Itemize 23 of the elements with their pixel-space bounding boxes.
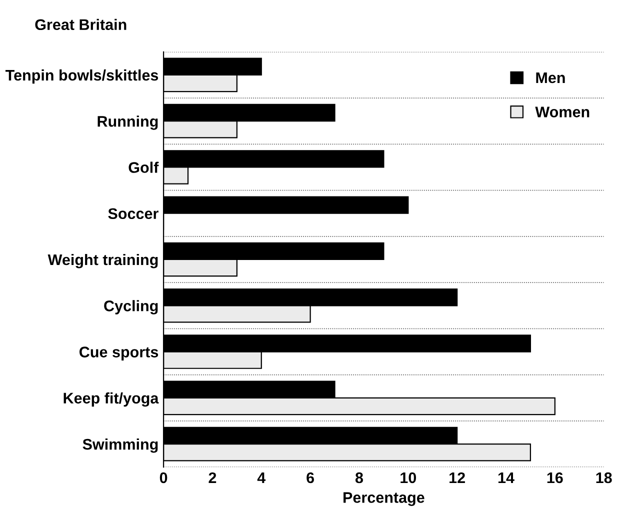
y-tick-label: Swimming <box>82 438 158 453</box>
x-tick-label: 2 <box>208 472 216 484</box>
x-tick-label: 0 <box>160 472 168 484</box>
y-tick-label: Cycling <box>104 300 158 314</box>
x-tick-label: 6 <box>306 472 314 484</box>
x-tick-label: 16 <box>547 472 563 484</box>
y-tick-label: Weight training <box>48 254 158 268</box>
legend-label: Women <box>535 106 590 118</box>
y-tick-label: Cue sports <box>80 346 158 360</box>
y-tick-label: Tenpin bowls/skittles <box>5 69 158 84</box>
x-tick-label: 18 <box>596 472 612 484</box>
y-tick-label: Golf <box>128 162 159 173</box>
y-tick-label: Keep fit/yoga <box>64 392 159 407</box>
x-tick-label: 12 <box>450 472 465 484</box>
x-tick-label: 10 <box>400 472 416 484</box>
y-tick-label: Running <box>98 116 158 130</box>
legend-label: Men <box>536 72 565 84</box>
x-tick-label: 8 <box>355 472 364 484</box>
x-tick-label: 14 <box>498 472 514 484</box>
x-tick-label: 4 <box>257 472 266 484</box>
y-tick-label: Soccer <box>108 208 158 220</box>
chart-title: Great Britain <box>35 18 126 30</box>
x-axis-title: Percentage <box>344 492 424 506</box>
